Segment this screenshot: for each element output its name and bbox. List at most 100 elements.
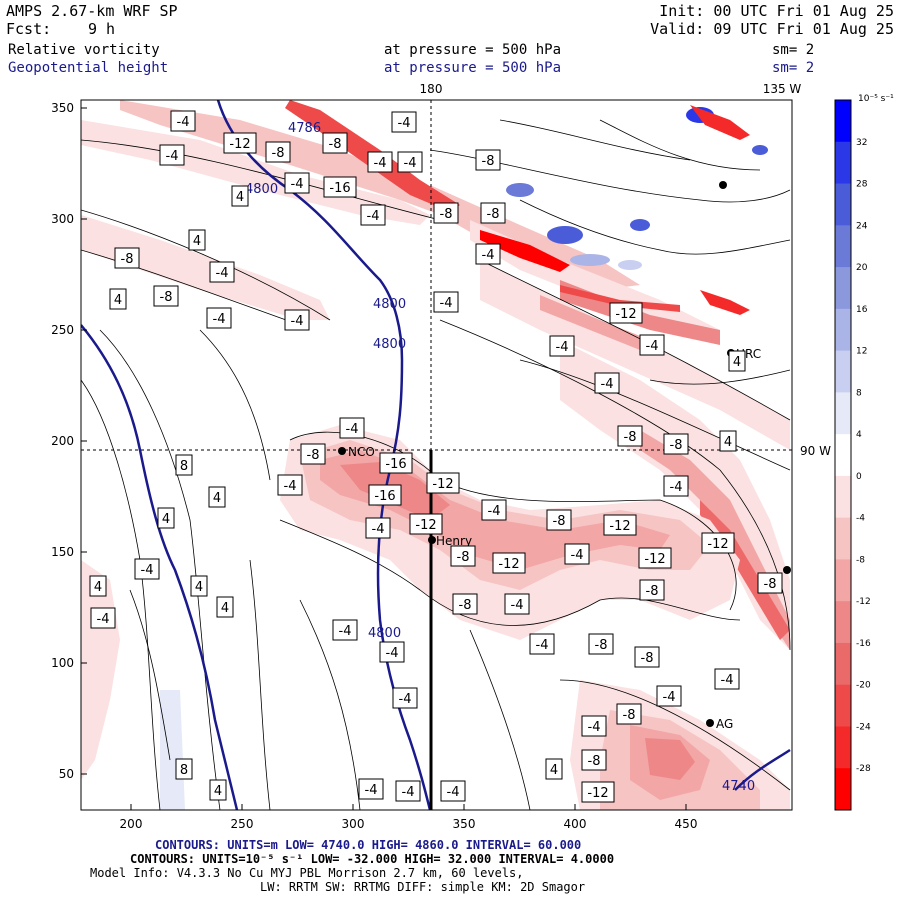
vorticity-contour-label: -16	[368, 484, 402, 506]
colorbar-swatch	[835, 308, 851, 352]
svg-text:4: 4	[236, 190, 244, 205]
footer-vorticity-contours: CONTOURS: UNITS=10⁻⁵ s⁻¹ LOW= -32.000 HI…	[130, 852, 615, 866]
vorticity-contour-label: -4	[90, 607, 116, 629]
vorticity-contour-label: -4	[395, 780, 421, 802]
colorbar-swatch	[835, 350, 851, 393]
colorbar-level-label: 16	[856, 305, 868, 315]
svg-text:-8: -8	[457, 550, 470, 565]
colorbar-level-label: 12	[856, 347, 867, 357]
svg-text:-4: -4	[721, 673, 734, 688]
y-tick-label: 200	[51, 434, 74, 448]
vorticity-contour-label: -4	[209, 261, 235, 283]
vorticity-contour-label: -12	[701, 532, 735, 554]
svg-text:4: 4	[213, 491, 221, 506]
svg-text:-8: -8	[623, 708, 636, 723]
colorbar-swatch	[835, 434, 851, 477]
field2-level: at pressure = 500 hPa	[384, 60, 562, 76]
field1-level: at pressure = 500 hPa	[384, 42, 562, 58]
vorticity-contour-label: -12	[581, 781, 615, 803]
x-tick-label: 450	[675, 817, 698, 831]
init-time: Init: 00 UTC Fri 01 Aug 25	[659, 2, 894, 20]
footer-model-info: Model Info: V4.3.3 No Cu MYJ PBL Morriso…	[90, 866, 524, 880]
vorticity-contour-label: 8	[175, 454, 193, 476]
vorticity-contour-label: -8	[475, 149, 501, 171]
vorticity-contour-label: -8	[663, 433, 689, 455]
vorticity-contour-label: -4	[360, 204, 386, 226]
vorticity-contour-label: -8	[588, 633, 614, 655]
x-axis: 200 250 300 350 400 450	[120, 817, 698, 831]
vorticity-contour-label: 4	[545, 758, 563, 780]
svg-text:4: 4	[114, 293, 122, 308]
vorticity-contour-label: -4	[656, 685, 682, 707]
svg-text:-4: -4	[291, 177, 304, 192]
colorbar-swatch	[835, 225, 851, 268]
colorbar-level-label: -4	[856, 514, 865, 524]
svg-text:-4: -4	[177, 115, 190, 130]
colorbar-swatch	[835, 726, 851, 769]
vorticity-contour-label: -4	[433, 291, 459, 313]
vorticity-contour-label: -4	[392, 687, 418, 709]
colorbar-level-label: -28	[856, 764, 871, 774]
colorbar-level-label: 4	[856, 430, 862, 440]
station-marker	[706, 719, 714, 727]
svg-text:-12: -12	[229, 137, 250, 152]
vorticity-contour-label: -12	[609, 302, 643, 324]
station-marker	[338, 447, 346, 455]
vorticity-contour-label: -4	[564, 543, 590, 565]
svg-text:4: 4	[733, 355, 741, 370]
svg-text:-16: -16	[374, 489, 395, 504]
svg-text:-8: -8	[487, 207, 500, 222]
forecast-hours: 9 h	[88, 20, 116, 38]
svg-text:-4: -4	[386, 646, 399, 661]
colorbar-swatch	[835, 642, 851, 686]
svg-text:-12: -12	[609, 519, 630, 534]
vorticity-contour-label: -8	[322, 132, 348, 154]
colorbar-swatch	[835, 684, 851, 727]
vorticity-contour-label: -4	[639, 334, 665, 356]
vorticity-contour-label: -8	[639, 579, 665, 601]
svg-text:4: 4	[193, 234, 201, 249]
colorbar-swatch	[835, 768, 851, 811]
svg-text:-4: -4	[374, 156, 387, 171]
y-tick-label: 150	[51, 545, 74, 559]
svg-text:-8: -8	[440, 207, 453, 222]
vorticity-contour-label: -12	[492, 552, 526, 574]
field1-name: Relative vorticity	[8, 42, 160, 58]
svg-text:-12: -12	[644, 552, 665, 567]
x-tick-label: 400	[564, 817, 587, 831]
vorticity-contour-label: 4	[231, 185, 249, 207]
height-label: 4800	[245, 182, 278, 197]
svg-text:-8: -8	[641, 651, 654, 666]
colorbar-level-label: 24	[856, 221, 868, 231]
colorbar-level-label: 20	[856, 263, 868, 273]
vorticity-contour-label: -16	[323, 176, 357, 198]
svg-text:-4: -4	[97, 612, 110, 627]
height-labels: 4786 4800 4800 4800 4800 4740	[245, 121, 755, 794]
svg-text:8: 8	[180, 763, 188, 778]
svg-text:-8: -8	[121, 252, 134, 267]
station-marker	[428, 536, 436, 544]
vorticity-labels: -4 -12 -8 -4 -8 -4 -4 -4 -4 -16 4 -4 -8 -8 -8 -4 -8 4 -4 -8…	[89, 110, 783, 803]
vorticity-contour-label: 4	[190, 575, 208, 597]
colorbar-swatch	[835, 601, 851, 644]
svg-text:-8: -8	[624, 430, 637, 445]
svg-text:4: 4	[195, 580, 203, 595]
vorticity-contour-label: -8	[452, 593, 478, 615]
colorbar-swatch	[835, 392, 851, 435]
y-tick-label: 100	[51, 656, 74, 670]
vorticity-contour-label: 4	[209, 779, 227, 801]
svg-text:-4: -4	[646, 339, 659, 354]
svg-text:-4: -4	[372, 522, 385, 537]
svg-text:-4: -4	[141, 563, 154, 578]
svg-text:-12: -12	[415, 518, 436, 533]
field1-sm: sm= 2	[772, 42, 815, 58]
svg-text:-4: -4	[166, 149, 179, 164]
x-tick-label: 350	[453, 817, 476, 831]
vorticity-contour-label: -16	[379, 452, 413, 474]
model-title: AMPS 2.67-km WRF SP	[6, 2, 178, 20]
svg-text:-4: -4	[511, 598, 524, 613]
vorticity-contour-label: 4	[157, 507, 175, 529]
vorticity-contour-label: -8	[546, 509, 572, 531]
svg-text:-4: -4	[398, 116, 411, 131]
